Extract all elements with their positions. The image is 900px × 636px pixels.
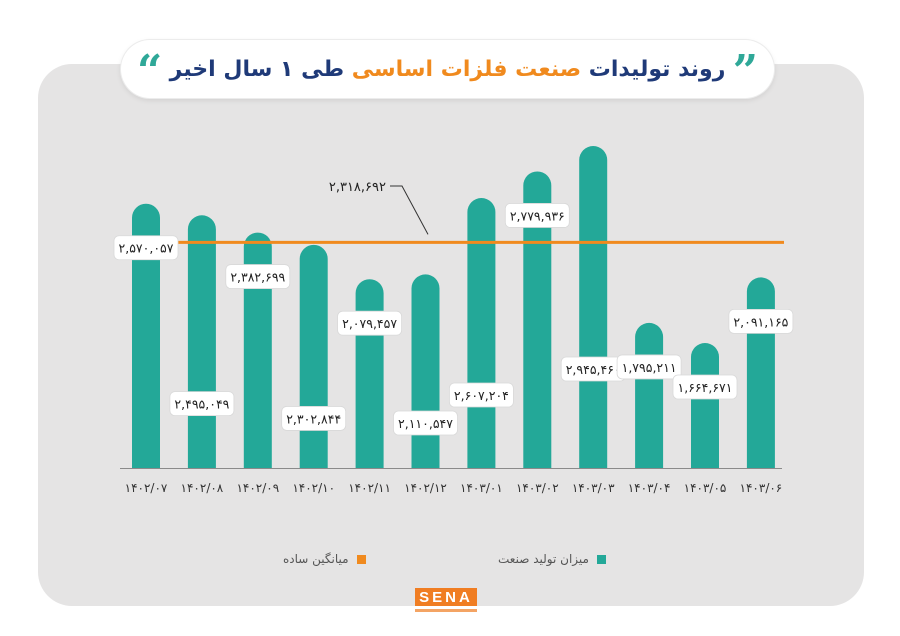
data-label-box (113, 235, 179, 261)
bar (132, 203, 160, 469)
left-quote-icon: “ (137, 46, 163, 97)
x-tick-label: ۱۴۰۳/۰۲ (516, 481, 559, 495)
sena-logo-underline (415, 609, 477, 612)
sena-logo: SENA (415, 588, 477, 616)
legend-label-production: میزان تولید صنعت (498, 552, 589, 566)
legend-swatch-average (356, 554, 366, 564)
title-part-2: صنعت فلزات اساسی (351, 56, 582, 82)
title-part-3: طی ۱ سال اخیر (169, 56, 352, 82)
data-label-box (337, 310, 403, 336)
data-label: ۲,۶۰۷,۲۰۴ (448, 382, 514, 408)
x-tick-label: ۱۴۰۳/۰۶ (740, 481, 783, 495)
right-quote-icon: ” (732, 46, 758, 97)
x-tick-label: ۱۴۰۳/۰۱ (460, 481, 503, 495)
data-label: ۲,۹۴۵,۴۶۰ (560, 356, 626, 382)
bar (411, 274, 440, 468)
legend-item-average: میانگین ساده (283, 552, 366, 566)
x-tick-label: ۱۴۰۲/۱۲ (404, 481, 447, 495)
data-label-text: ۲,۶۰۷,۲۰۴ (454, 388, 509, 403)
data-label-box (616, 354, 682, 380)
title-part-1: روند تولیدات (581, 56, 726, 82)
data-label-text: ۲,۷۷۹,۹۳۶ (510, 208, 565, 223)
x-tick-label: ۱۴۰۲/۰۹ (236, 481, 279, 495)
x-tick-label: ۱۴۰۲/۱۱ (348, 481, 391, 495)
data-label-box (448, 382, 514, 408)
bar (691, 343, 719, 468)
x-tick-label: ۱۴۰۲/۱۰ (292, 481, 335, 495)
data-label: ۲,۰۷۹,۴۵۷ (337, 310, 403, 336)
data-label-text: ۲,۴۹۵,۰۴۹ (174, 397, 229, 412)
bar (355, 279, 384, 468)
x-tick-label: ۱۴۰۲/۰۷ (125, 481, 168, 495)
data-label-box (728, 309, 794, 334)
data-label-box (393, 410, 458, 436)
data-label-box (504, 203, 570, 228)
bar (746, 277, 775, 468)
data-label: ۲,۵۷۰,۰۵۷ (113, 235, 179, 261)
data-label: ۲,۳۰۲,۸۴۴ (281, 406, 347, 431)
legend-label-average: میانگین ساده (283, 552, 349, 566)
x-tick-label: ۱۴۰۳/۰۳ (572, 481, 615, 495)
legend-swatch-production (596, 554, 606, 564)
average-label-leader (390, 185, 429, 235)
data-label-text: ۱,۷۹۵,۲۱۱ (622, 360, 677, 375)
chart-title: روند تولیدات صنعت فلزات اساسی طی ۱ سال ا… (170, 57, 726, 82)
bar (523, 171, 552, 469)
data-label: ۲,۰۹۱,۱۶۵ (728, 309, 794, 334)
data-label-text: ۲,۱۱۰,۵۴۷ (398, 416, 453, 431)
bar (467, 198, 496, 468)
data-label-text: ۲,۹۴۵,۴۶۰ (566, 362, 621, 377)
data-label-box (281, 406, 347, 431)
x-tick-label: ۱۴۰۲/۰۸ (181, 481, 224, 495)
data-label-box (169, 391, 235, 417)
x-tick-label: ۱۴۰۳/۰۴ (628, 481, 671, 495)
chart-panel (38, 64, 864, 606)
legend-item-production: میزان تولید صنعت (498, 552, 606, 566)
data-label: ۲,۴۹۵,۰۴۹ (169, 391, 235, 417)
data-label-text: ۱,۶۶۴,۶۷۱ (678, 380, 733, 395)
bar (299, 244, 328, 468)
bar (579, 146, 608, 468)
data-label: ۱,۶۶۴,۶۷۱ (672, 374, 738, 400)
data-label-text: ۲,۳۰۲,۸۴۴ (286, 411, 341, 426)
data-label-box (672, 374, 738, 400)
data-label: ۲,۱۱۰,۵۴۷ (393, 410, 458, 436)
data-label-text: ۲,۵۷۰,۰۵۷ (119, 241, 174, 256)
data-label: ۱,۷۹۵,۲۱۱ (616, 354, 682, 380)
x-tick-label: ۱۴۰۳/۰۵ (684, 481, 727, 495)
bar (243, 232, 272, 468)
data-label: ۲,۳۸۲,۶۹۹ (225, 264, 291, 289)
data-label-text: ۲,۰۷۹,۴۵۷ (342, 316, 397, 331)
sena-logo-text: SENA (415, 588, 477, 606)
data-label-box (225, 264, 291, 289)
data-label-text: ۲,۳۸۲,۶۹۹ (230, 270, 285, 285)
average-label: ۲,۳۱۸,۶۹۲ (329, 180, 386, 195)
bar (635, 322, 664, 468)
title-banner: ” روند تولیدات صنعت فلزات اساسی طی ۱ سال… (121, 40, 774, 98)
data-label: ۲,۷۷۹,۹۳۶ (504, 203, 570, 228)
data-label-text: ۲,۰۹۱,۱۶۵ (733, 314, 788, 329)
bar (187, 215, 216, 468)
